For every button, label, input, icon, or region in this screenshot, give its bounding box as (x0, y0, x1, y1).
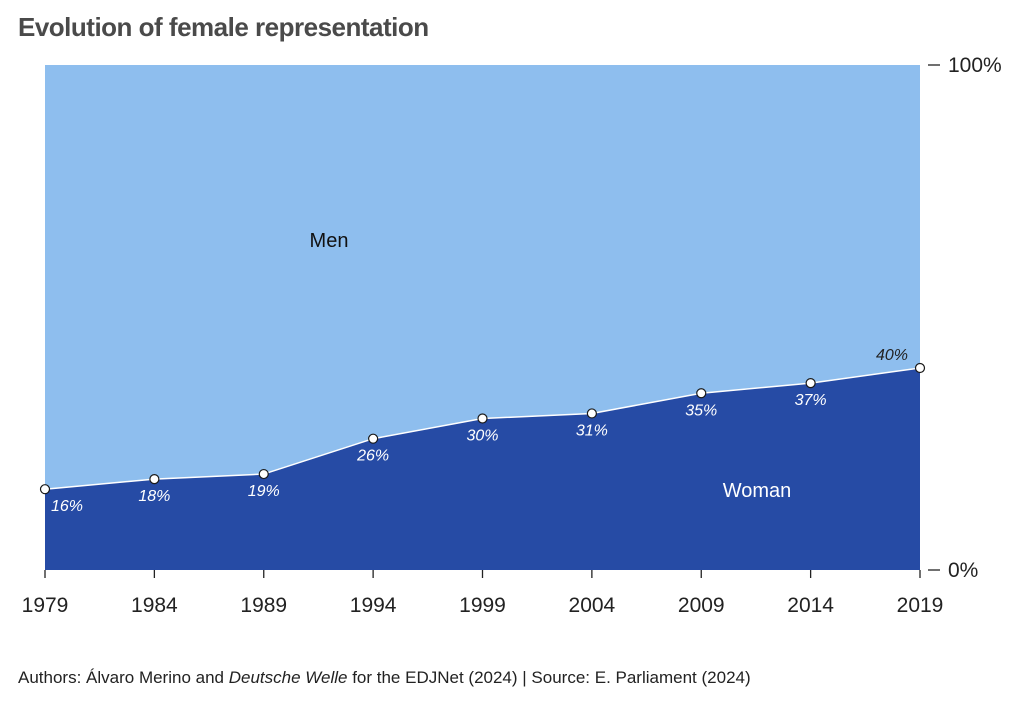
x-tick-label: 1979 (22, 594, 69, 617)
y-tick-label: 100% (948, 54, 1002, 77)
data-point (39, 484, 51, 495)
x-tick-label: 2019 (897, 594, 944, 617)
data-point (805, 378, 816, 389)
x-tick-label: 2009 (678, 594, 725, 617)
data-point (696, 388, 707, 399)
data-label: 16% (51, 498, 83, 515)
x-tick-label: 1984 (131, 594, 178, 617)
data-point (368, 433, 379, 444)
men-area-label: Men (310, 230, 349, 252)
x-tick-label: 1999 (459, 594, 506, 617)
x-tick-label: 2004 (569, 594, 616, 617)
footer-source: Source: E. Parliament (2024) (531, 668, 751, 687)
data-point (477, 413, 488, 424)
data-point (914, 362, 926, 374)
footer-credits: Authors: Álvaro Merino and Deutsche Well… (18, 668, 751, 688)
footer-authors-prefix: Authors: Álvaro Merino and (18, 668, 229, 687)
footer-separator: | (517, 668, 532, 687)
data-label: 18% (138, 488, 170, 505)
x-tick-label: 1994 (350, 594, 397, 617)
footer-authors-suffix: for the EDJNet (2024) (347, 668, 518, 687)
data-label: 40% (876, 347, 908, 364)
chart-title: Evolution of female representation (18, 12, 429, 42)
y-tick-label: 0% (948, 559, 978, 582)
data-label: 35% (685, 402, 717, 419)
data-label: 37% (795, 392, 827, 409)
data-point (586, 408, 597, 419)
x-tick-label: 2014 (787, 594, 834, 617)
data-point (258, 468, 269, 480)
data-label: 30% (466, 428, 498, 445)
women-area (45, 368, 920, 570)
data-point (149, 474, 160, 485)
x-tick-label: 1989 (240, 594, 287, 617)
data-label: 19% (248, 483, 280, 500)
data-label: 26% (356, 448, 389, 465)
woman-area-label: Woman (723, 480, 792, 502)
footer-authors-italic: Deutsche Welle (228, 668, 348, 687)
data-label: 31% (576, 422, 608, 439)
